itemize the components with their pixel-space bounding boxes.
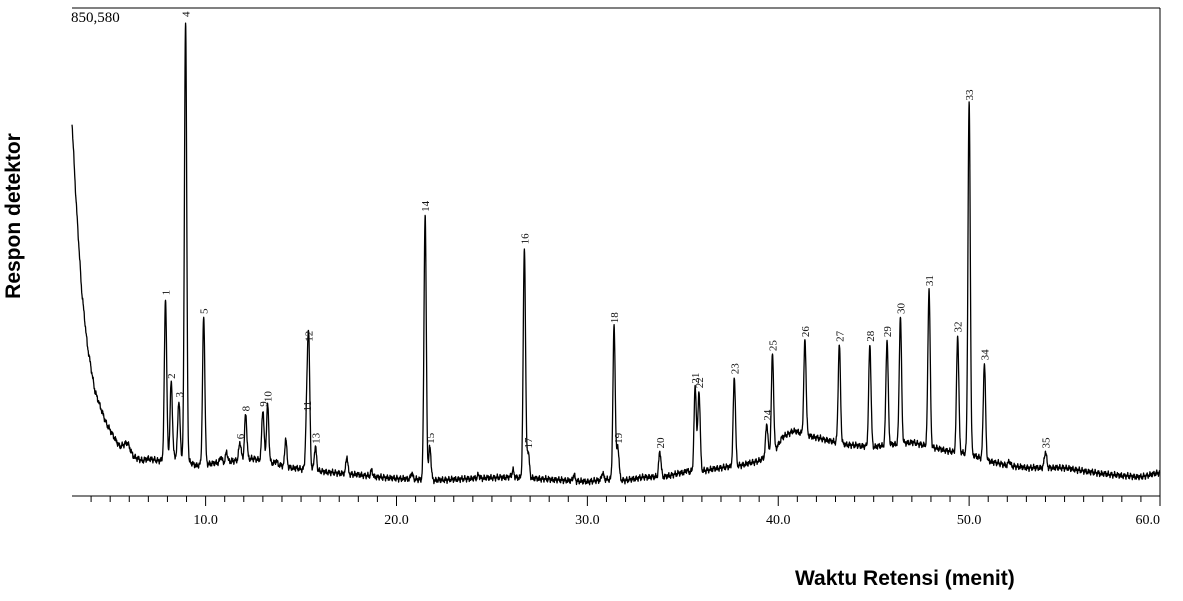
peak-label-29: 29 [882,326,894,338]
chromatogram-trace [71,22,1161,486]
peak-label-14: 14 [420,200,432,212]
y-axis-label: Respon detektor [2,133,25,299]
peak-label-5: 5 [199,308,211,314]
x-axis-ticks [90,496,1161,506]
peak-label-33: 33 [964,89,976,101]
peak-label-9: 9 [258,401,270,407]
peak-label-16: 16 [519,233,531,245]
x-tick-label: 40.0 [766,513,791,528]
x-tick-label: 10.0 [193,513,218,528]
peak-label-4: 4 [181,11,193,17]
x-axis-label: Waktu Retensi (menit) [795,567,1015,590]
x-tick-label: 60.0 [1136,513,1161,528]
peak-label-3: 3 [174,391,186,397]
peak-label-18: 18 [609,312,621,324]
peak-label-11: 11 [302,401,314,412]
peak-label-22: 22 [694,377,706,388]
x-axis-tick-labels: 10.0 20.0 30.0 40.0 50.0 60.0 [193,513,1160,528]
peak-label-28: 28 [865,330,877,342]
x-tick-label: 50.0 [957,513,982,528]
peak-label-31: 31 [924,275,936,286]
peak-label-27: 27 [834,330,846,342]
peak-label-30: 30 [895,302,907,314]
peak-label-13: 13 [310,432,322,444]
peak-label-21: 21 [690,373,702,384]
peak-label-8: 8 [241,405,253,411]
peak-label-10: 10 [263,391,275,403]
peak-label-12: 12 [304,331,316,342]
x-tick-label: 20.0 [384,513,409,528]
peak-label-26: 26 [800,326,812,338]
peak-label-19: 19 [613,432,625,444]
peak-label-1: 1 [161,290,173,296]
peak-label-17: 17 [523,437,535,449]
peak-label-24: 24 [762,409,774,421]
peak-label-15: 15 [425,432,437,444]
peak-label-7: 7 [229,456,241,462]
y-scale-label: 850,580 [71,10,120,26]
x-tick-label: 30.0 [575,513,600,528]
peak-label-20: 20 [655,437,667,449]
peak-label-32: 32 [953,322,965,333]
peak-label-35: 35 [1040,437,1052,449]
peak-label-25: 25 [768,340,780,352]
peak-label-2: 2 [166,373,178,379]
peak-label-23: 23 [729,363,741,375]
peak-label-34: 34 [979,349,991,361]
peak-label-6: 6 [235,433,247,439]
